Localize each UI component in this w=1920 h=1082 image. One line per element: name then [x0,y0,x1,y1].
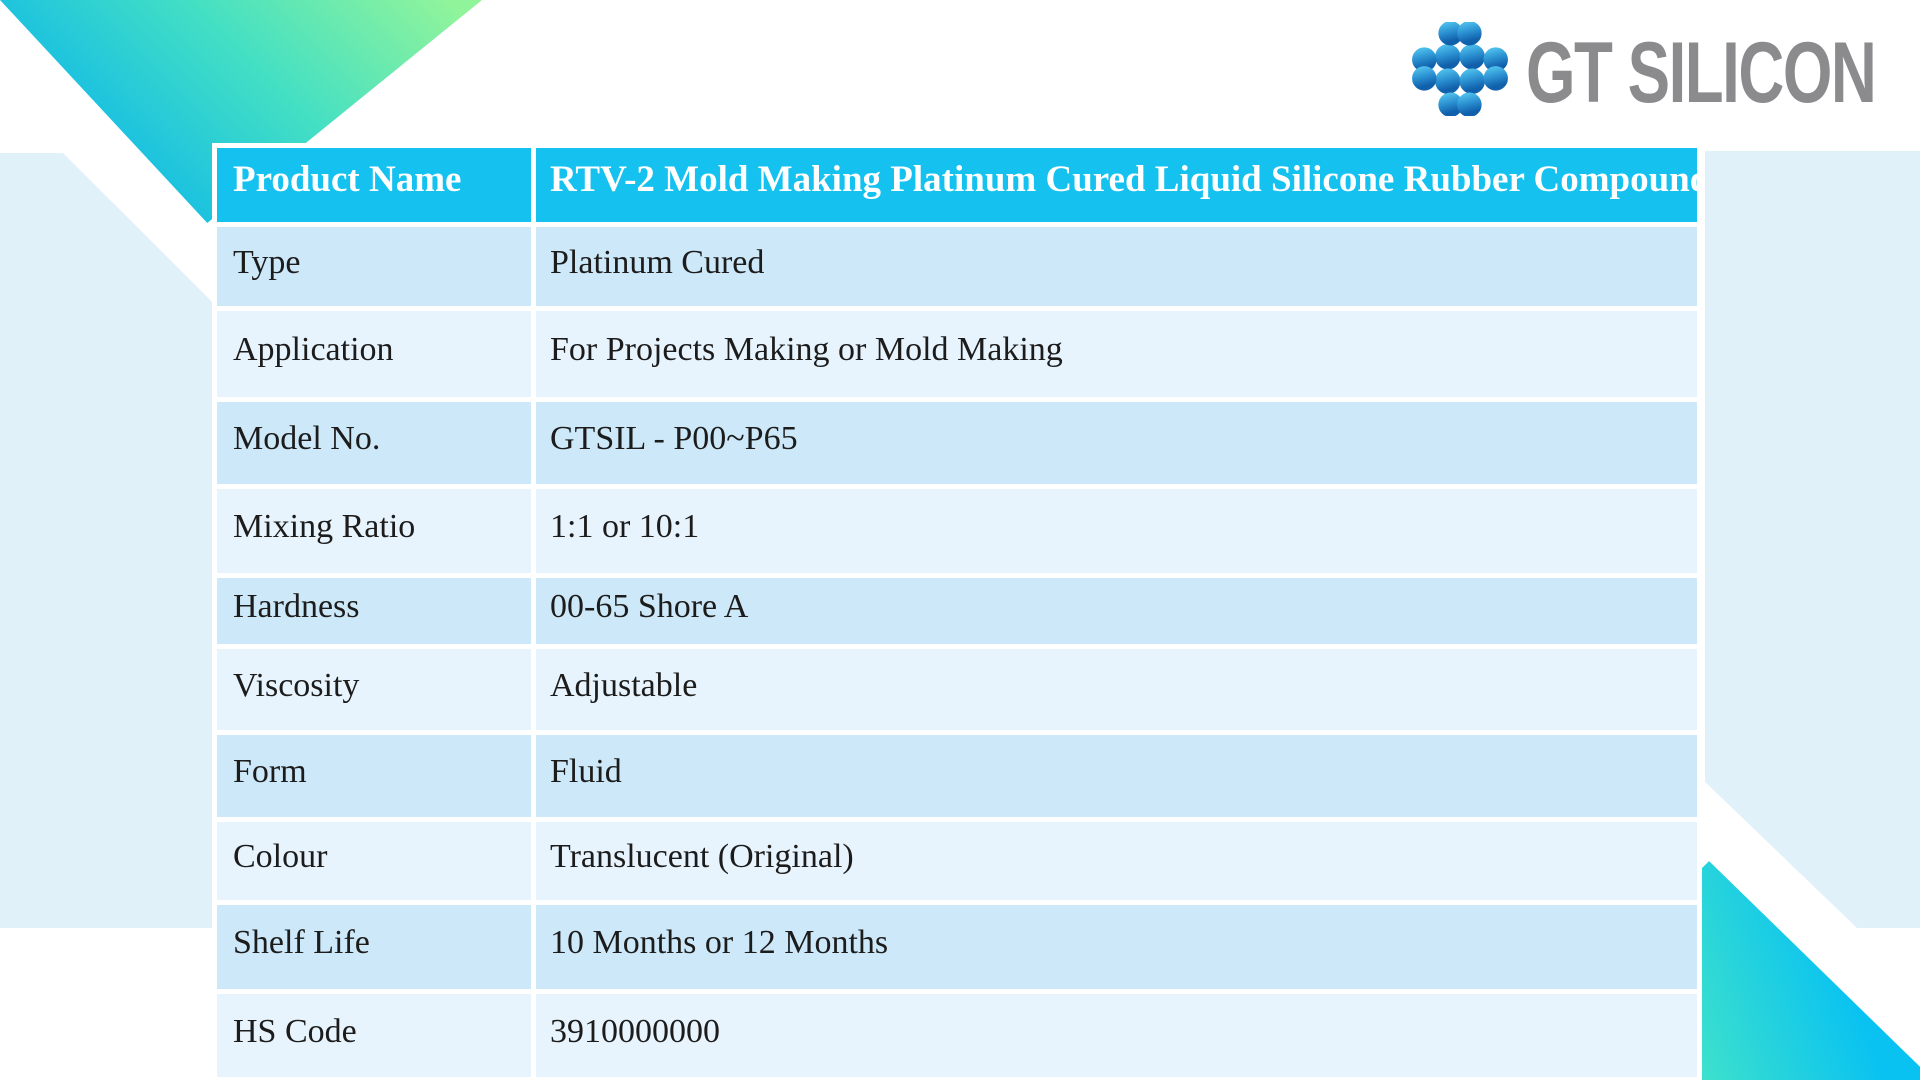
row-value: Platinum Cured [536,227,1697,306]
row-value: 00-65 Shore A [536,578,1697,644]
table-row: Application For Projects Making or Mold … [217,311,1697,397]
table-row: Model No. GTSIL - P00~P65 [217,402,1697,484]
row-label: Application [217,311,531,397]
row-value: Fluid [536,735,1697,817]
row-value: GTSIL - P00~P65 [536,402,1697,484]
table-header-row: Product Name RTV-2 Mold Making Platinum … [217,148,1697,222]
header-label-cell: Product Name [217,148,531,222]
logo: GT SILICON [1410,22,1877,116]
row-label: Colour [217,822,531,900]
row-label: Model No. [217,402,531,484]
row-label: Hardness [217,578,531,644]
table-row: Shelf Life 10 Months or 12 Months [217,905,1697,989]
table-row: Viscosity Adjustable [217,649,1697,730]
table-row: Colour Translucent (Original) [217,822,1697,900]
row-label: Mixing Ratio [217,489,531,573]
table-row: Form Fluid [217,735,1697,817]
row-label: Form [217,735,531,817]
table-row: Mixing Ratio 1:1 or 10:1 [217,489,1697,573]
row-value: 3910000000 [536,994,1697,1077]
row-value: Adjustable [536,649,1697,730]
row-label: HS Code [217,994,531,1077]
table-row: HS Code 3910000000 [217,994,1697,1077]
row-value: 1:1 or 10:1 [536,489,1697,573]
logo-text: GT SILICON [1526,25,1877,121]
molecule-icon [1410,22,1510,116]
row-value: For Projects Making or Mold Making [536,311,1697,397]
row-value: Translucent (Original) [536,822,1697,900]
row-label: Viscosity [217,649,531,730]
decor-panel-left [0,153,212,928]
table-row: Hardness 00-65 Shore A [217,578,1697,644]
row-label: Shelf Life [217,905,531,989]
header-value-cell: RTV-2 Mold Making Platinum Cured Liquid … [536,148,1697,222]
product-spec-table: Product Name RTV-2 Mold Making Platinum … [212,143,1702,1082]
row-value: 10 Months or 12 Months [536,905,1697,989]
row-label: Type [217,227,531,306]
table-row: Type Platinum Cured [217,227,1697,306]
decor-panel-right [1705,151,1920,928]
